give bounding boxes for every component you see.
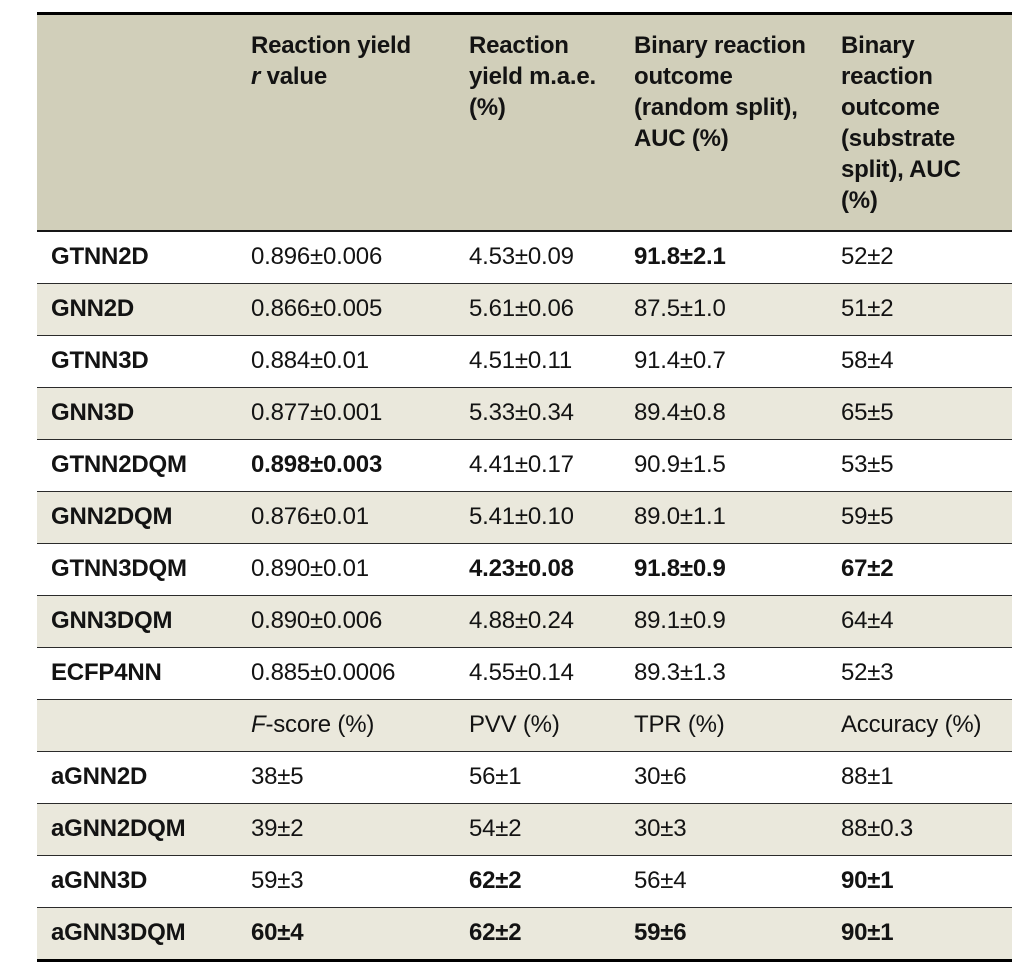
cell-mae: 4.41±0.17 <box>455 439 620 492</box>
header-cell-auc-substrate: Binary reaction outcome (substrate split… <box>827 15 1012 232</box>
f-score-rest: -score (%) <box>265 711 375 738</box>
cell-auc-substrate: 64±4 <box>827 595 1012 648</box>
cell-f-score: 38±5 <box>237 751 455 804</box>
table-row-gnn3d: GNN3D 0.877±0.001 5.33±0.34 89.4±0.8 65±… <box>37 387 1012 440</box>
table-row-gtnn2dqm: GTNN2DQM 0.898±0.003 4.41±0.17 90.9±1.5 … <box>37 439 1012 492</box>
table-row-agnn3d: aGNN3D 59±3 62±2 56±4 90±1 <box>37 855 1012 908</box>
row-label: ECFP4NN <box>37 647 237 700</box>
cell-mae: 5.61±0.06 <box>455 283 620 336</box>
cell-r-value: 0.885±0.0006 <box>237 647 455 700</box>
row-label: aGNN3D <box>37 855 237 908</box>
cell-auc-substrate: 52±3 <box>827 647 1012 700</box>
table-row-gtnn3d: GTNN3D 0.884±0.01 4.51±0.11 91.4±0.7 58±… <box>37 335 1012 388</box>
cell-r-value: 0.876±0.01 <box>237 491 455 544</box>
results-table: Reaction yield r value Reaction yield m.a… <box>37 15 1012 959</box>
cell-pvv: 62±2 <box>469 919 522 947</box>
cell-f-score: 39±2 <box>237 803 455 856</box>
header-r-value-line1: Reaction yield <box>251 32 411 59</box>
cell-auc-substrate: 52±2 <box>827 231 1012 284</box>
cell-auc-random: 89.1±0.9 <box>620 595 827 648</box>
cell-tpr: 30±3 <box>620 803 827 856</box>
table-row-gnn2d: GNN2D 0.866±0.005 5.61±0.06 87.5±1.0 51±… <box>37 283 1012 336</box>
subheader-row: F-score (%) PVV (%) TPR (%) Accuracy (%) <box>37 699 1012 752</box>
cell-f-score: 60±4 <box>251 919 304 947</box>
header-r-symbol: r <box>251 63 261 90</box>
table-row-gtnn3dqm: GTNN3DQM 0.890±0.01 4.23±0.08 91.8±0.9 6… <box>37 543 1012 596</box>
cell-accuracy: 90±1 <box>841 919 894 947</box>
cell-mae: 4.55±0.14 <box>455 647 620 700</box>
cell-auc-substrate: 59±5 <box>827 491 1012 544</box>
cell-auc-random: 89.0±1.1 <box>620 491 827 544</box>
cell-r-value: 0.866±0.005 <box>237 283 455 336</box>
header-cell-auc-random: Binary reaction outcome (random split), … <box>620 15 827 232</box>
cell-f-score: 59±3 <box>237 855 455 908</box>
row-label: GNN2DQM <box>37 491 237 544</box>
row-label: GTNN2DQM <box>37 439 237 492</box>
cell-auc-substrate: 51±2 <box>827 283 1012 336</box>
cell-auc-random: 91.4±0.7 <box>620 335 827 388</box>
header-cell-mae: Reaction yield m.a.e. (%) <box>455 15 620 232</box>
cell-r-value: 0.890±0.01 <box>237 543 455 596</box>
table-row-agnn2dqm: aGNN2DQM 39±2 54±2 30±3 88±0.3 <box>37 803 1012 856</box>
row-label: GTNN3DQM <box>37 543 237 596</box>
header-cell-r-value: Reaction yield r value <box>237 15 455 232</box>
cell-pvv: 62±2 <box>455 855 620 908</box>
cell-mae: 5.41±0.10 <box>455 491 620 544</box>
table-body: GTNN2D 0.896±0.006 4.53±0.09 91.8±2.1 52… <box>37 231 1012 959</box>
cell-pvv: 56±1 <box>455 751 620 804</box>
subheader-empty <box>37 699 237 752</box>
cell-auc-substrate: 53±5 <box>827 439 1012 492</box>
cell-tpr: 30±6 <box>620 751 827 804</box>
table-row-ecfp4nn: ECFP4NN 0.885±0.0006 4.55±0.14 89.3±1.3 … <box>37 647 1012 700</box>
header-cell-model <box>37 15 237 232</box>
header-r-value-rest: value <box>260 63 328 90</box>
table-row-gnn2dqm: GNN2DQM 0.876±0.01 5.41±0.10 89.0±1.1 59… <box>37 491 1012 544</box>
cell-mae: 5.33±0.34 <box>455 387 620 440</box>
cell-accuracy: 90±1 <box>827 855 1012 908</box>
cell-r-value: 0.877±0.001 <box>237 387 455 440</box>
table-row-agnn3dqm: aGNN3DQM 60±4 62±2 59±6 90±1 <box>37 907 1012 959</box>
cell-mae: 4.53±0.09 <box>455 231 620 284</box>
cell-mae: 4.23±0.08 <box>455 543 620 596</box>
cell-mae: 4.88±0.24 <box>455 595 620 648</box>
row-label: GTNN3D <box>37 335 237 388</box>
table-row-agnn2d: aGNN2D 38±5 56±1 30±6 88±1 <box>37 751 1012 804</box>
results-table-wrap: Reaction yield r value Reaction yield m.a… <box>37 12 1012 962</box>
subheader-tpr: TPR (%) <box>620 699 827 752</box>
cell-auc-random: 91.8±0.9 <box>620 543 827 596</box>
table-header: Reaction yield r value Reaction yield m.a… <box>37 15 1012 232</box>
cell-mae: 4.51±0.11 <box>455 335 620 388</box>
f-symbol: F <box>251 711 266 738</box>
header-row: Reaction yield r value Reaction yield m.a… <box>37 15 1012 232</box>
cell-r-value: 0.884±0.01 <box>237 335 455 388</box>
cell-accuracy: 88±1 <box>827 751 1012 804</box>
cell-auc-substrate: 65±5 <box>827 387 1012 440</box>
cell-auc-random: 91.8±2.1 <box>620 231 827 284</box>
subheader-accuracy: Accuracy (%) <box>827 699 1012 752</box>
cell-accuracy: 88±0.3 <box>827 803 1012 856</box>
subheader-f-score: F-score (%) <box>237 699 455 752</box>
cell-pvv: 54±2 <box>455 803 620 856</box>
row-label: GNN3DQM <box>37 595 237 648</box>
row-label: aGNN3DQM <box>51 919 186 947</box>
cell-auc-substrate: 67±2 <box>827 543 1012 596</box>
cell-auc-random: 87.5±1.0 <box>620 283 827 336</box>
cell-r-value: 0.898±0.003 <box>237 439 455 492</box>
cell-auc-random: 89.4±0.8 <box>620 387 827 440</box>
row-label: aGNN2D <box>37 751 237 804</box>
table-row-gtnn2d: GTNN2D 0.896±0.006 4.53±0.09 91.8±2.1 52… <box>37 231 1012 284</box>
cell-auc-random: 90.9±1.5 <box>620 439 827 492</box>
cell-tpr: 59±6 <box>634 919 687 947</box>
row-label: GNN2D <box>37 283 237 336</box>
row-label: GTNN2D <box>37 231 237 284</box>
cell-auc-random: 89.3±1.3 <box>620 647 827 700</box>
cell-r-value: 0.890±0.006 <box>237 595 455 648</box>
row-label: GNN3D <box>37 387 237 440</box>
cell-tpr: 56±4 <box>620 855 827 908</box>
table-row-gnn3dqm: GNN3DQM 0.890±0.006 4.88±0.24 89.1±0.9 6… <box>37 595 1012 648</box>
cell-auc-substrate: 58±4 <box>827 335 1012 388</box>
subheader-pvv: PVV (%) <box>455 699 620 752</box>
cell-r-value: 0.896±0.006 <box>237 231 455 284</box>
row-label: aGNN2DQM <box>37 803 237 856</box>
